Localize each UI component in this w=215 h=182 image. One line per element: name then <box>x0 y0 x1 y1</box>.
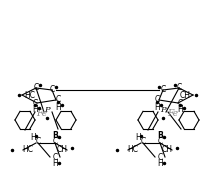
Text: C: C <box>154 96 160 104</box>
Text: C: C <box>157 137 163 147</box>
Text: CH: CH <box>57 145 68 155</box>
Text: CH: CH <box>180 90 191 100</box>
Text: C: C <box>35 137 41 147</box>
Text: HC: HC <box>22 145 33 155</box>
Text: H: H <box>30 132 36 141</box>
Text: C: C <box>160 84 166 94</box>
Text: C: C <box>140 137 146 147</box>
Text: B: B <box>157 132 163 141</box>
Text: H: H <box>135 132 141 141</box>
Text: C: C <box>49 84 55 94</box>
Text: B: B <box>52 132 58 141</box>
Text: HC: HC <box>24 90 35 100</box>
Text: C: C <box>52 153 58 161</box>
Text: H: H <box>157 159 163 169</box>
Text: H: H <box>52 159 58 169</box>
Text: P: P <box>160 106 166 114</box>
Text: C: C <box>33 82 39 92</box>
Text: H: H <box>55 102 61 112</box>
Text: P: P <box>44 106 50 114</box>
Text: Fe: Fe <box>167 110 179 118</box>
Text: C: C <box>55 96 61 104</box>
Text: C: C <box>157 153 163 161</box>
Text: H: H <box>32 106 38 114</box>
Text: HC: HC <box>127 145 138 155</box>
Text: C: C <box>177 98 183 108</box>
Text: CH: CH <box>162 145 173 155</box>
Text: C: C <box>32 98 38 108</box>
Text: Fe: Fe <box>36 110 48 118</box>
Text: C: C <box>52 137 58 147</box>
Text: C: C <box>176 82 182 92</box>
Text: H: H <box>177 106 183 114</box>
Text: H: H <box>154 102 160 112</box>
